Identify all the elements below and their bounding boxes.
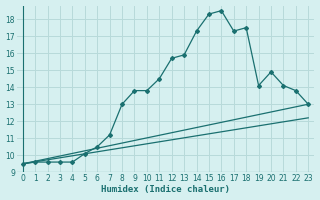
X-axis label: Humidex (Indice chaleur): Humidex (Indice chaleur) xyxy=(101,185,230,194)
